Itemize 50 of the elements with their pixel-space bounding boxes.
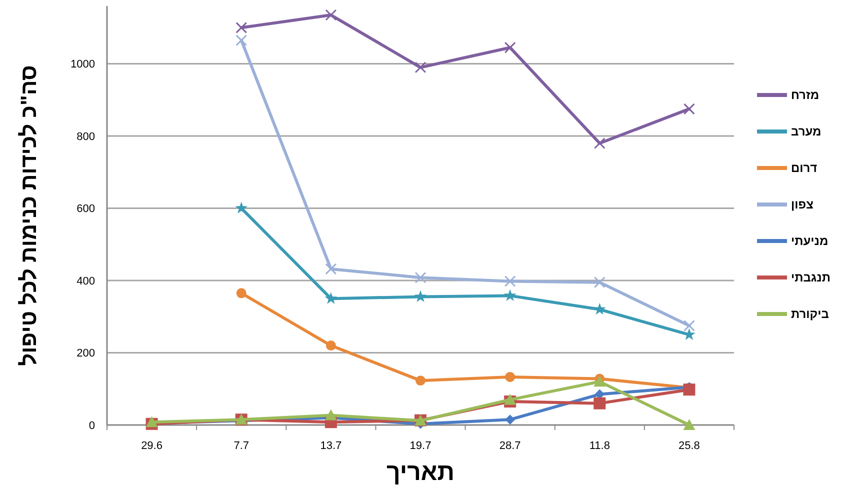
point: [504, 42, 516, 54]
point: [504, 394, 516, 405]
y-tick-label: 200: [76, 348, 95, 360]
x-tick-label: 28.7: [499, 440, 521, 452]
point: [325, 9, 337, 21]
point: [683, 384, 696, 396]
y-tick-label: 800: [76, 130, 95, 143]
point: [594, 138, 606, 150]
x-tick-label: 19.7: [410, 440, 432, 452]
y-tick-label: 600: [76, 203, 95, 216]
legend-label: ביקורת: [791, 307, 830, 322]
point: [236, 288, 246, 298]
x-tick-label: 7.7: [234, 440, 250, 452]
point: [505, 372, 516, 382]
point: [504, 289, 516, 301]
legend-label: מניעתי: [791, 234, 828, 248]
legend-label: מזרח: [791, 88, 820, 102]
point: [325, 263, 337, 275]
y-tick-label: 400: [76, 275, 95, 288]
point: [326, 340, 336, 351]
x-tick-label: 13.7: [320, 440, 342, 452]
point: [593, 302, 606, 315]
point: [505, 414, 516, 425]
point: [236, 34, 248, 46]
point: [594, 397, 606, 410]
point: [324, 409, 337, 420]
point: [683, 419, 696, 430]
point: [594, 376, 606, 387]
point: [236, 22, 248, 34]
y-tick-label: 0: [88, 420, 95, 432]
point: [324, 292, 338, 304]
x-axis-title: תאריך: [386, 459, 455, 486]
y-tick-label: 1000: [70, 58, 95, 71]
point: [235, 202, 248, 214]
point: [414, 290, 427, 302]
x-tick-label: 25.8: [678, 440, 700, 452]
point: [416, 376, 426, 386]
legend-label: צפון: [791, 198, 814, 212]
point: [414, 272, 426, 284]
legend-label: מערב: [791, 124, 822, 139]
x-tick-label: 29.6: [141, 440, 162, 452]
point: [683, 320, 695, 332]
point: [504, 275, 516, 287]
point: [683, 103, 695, 115]
x-tick-label: 11.8: [589, 440, 610, 452]
legend-label: תנגבתי: [791, 270, 830, 285]
point: [594, 276, 606, 288]
point: [414, 62, 426, 74]
y-axis-title: סה"כ לכידות כנימות לכל טיפול: [16, 65, 41, 366]
legend-label: דרום: [791, 161, 818, 176]
